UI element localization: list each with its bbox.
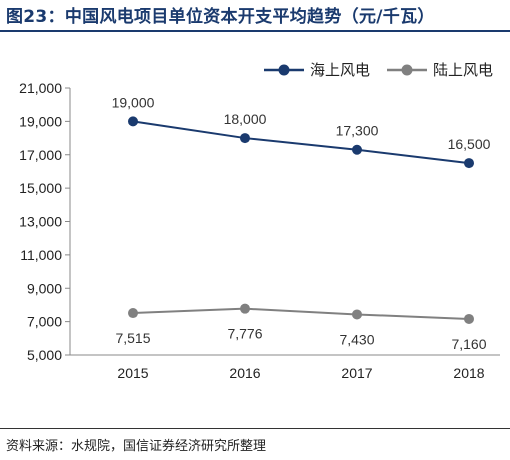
data-point [464,313,474,324]
data-point [240,133,250,144]
y-tick-label: 21,000 [19,80,62,96]
title-divider [0,30,510,32]
x-tick-label: 2018 [453,365,484,381]
legend-marker [401,64,413,76]
data-point [352,144,362,155]
data-label: 19,000 [112,94,155,110]
data-point [240,303,250,314]
series-line [132,120,470,165]
data-label: 17,300 [336,123,379,139]
y-tick-label: 5,000 [27,347,62,363]
y-tick-label: 9,000 [27,280,62,296]
data-point [128,308,138,319]
data-label: 7,430 [339,331,374,347]
data-label: 18,000 [224,111,267,127]
legend-label: 陆上风电 [433,61,493,79]
footer-divider [0,428,510,429]
y-tick-label: 19,000 [19,113,62,129]
source-note: 资料来源：水规院，国信证券经济研究所整理 [6,439,267,454]
data-label: 7,776 [227,326,262,342]
y-tick-label: 17,000 [19,147,62,163]
data-point [464,158,474,169]
data-point [128,116,138,127]
data-point [352,309,362,320]
y-tick-label: 11,000 [20,247,62,263]
x-tick-label: 2015 [117,365,148,381]
series-line [132,307,470,320]
chart-legend: 海上风电 陆上风电 [264,61,493,79]
figure-title: 图23：中国风电项目单位资本开支平均趋势（元/千瓦） [6,7,435,27]
y-tick-label: 15,000 [19,180,62,196]
line-chart: 5,000 7,000 9,000 11,000 13,000 15,000 17,000 1… [19,61,500,381]
x-tick-label: 2017 [341,365,372,381]
legend-marker [278,64,290,76]
y-tick-label: 7,000 [27,314,62,330]
data-label: 16,500 [448,136,491,152]
legend-label: 海上风电 [310,61,370,79]
x-tick-label: 2016 [229,365,260,381]
data-label: 7,515 [115,330,150,346]
y-tick-label: 13,000 [19,214,62,230]
data-label: 7,160 [451,336,486,352]
